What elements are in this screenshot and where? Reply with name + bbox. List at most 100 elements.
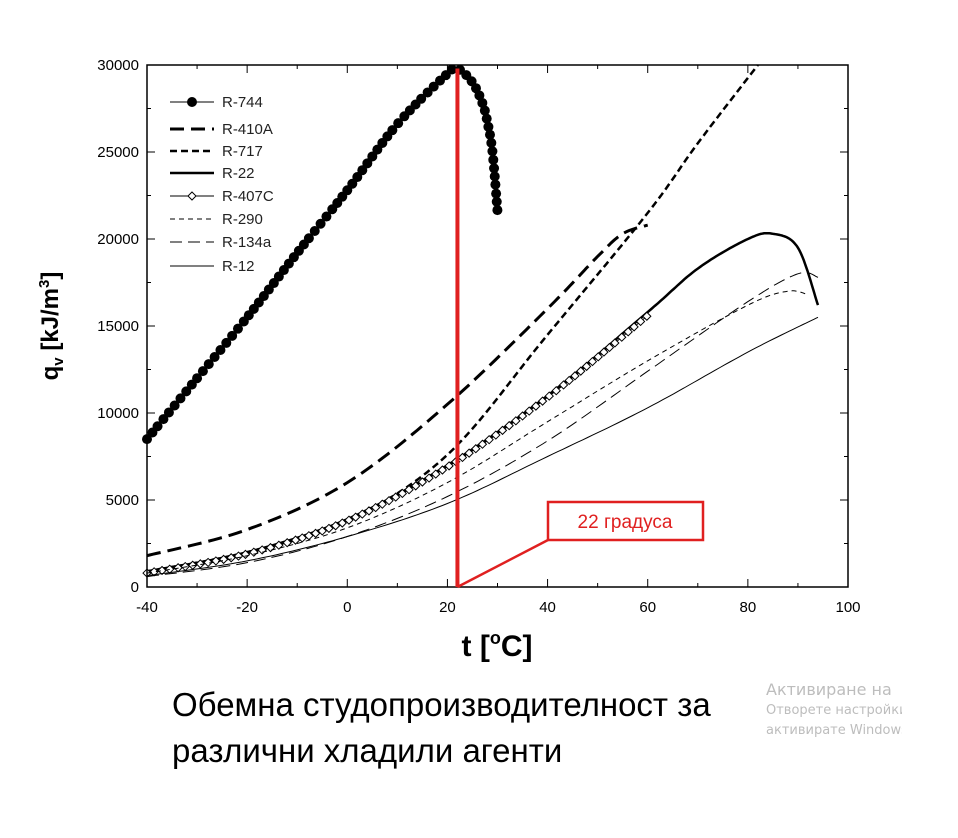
data-point xyxy=(218,554,229,565)
data-point xyxy=(504,420,514,431)
data-point xyxy=(490,179,501,190)
data-point xyxy=(357,165,368,176)
data-point xyxy=(377,499,388,509)
data-point xyxy=(599,347,609,357)
data-point xyxy=(197,366,208,377)
legend-item: R-717 xyxy=(170,143,263,160)
data-point xyxy=(315,218,326,229)
data-point xyxy=(564,375,574,386)
series-r-290 xyxy=(146,290,808,574)
data-point xyxy=(576,366,586,376)
data-point xyxy=(511,416,521,426)
data-point xyxy=(321,211,332,222)
data-point xyxy=(344,515,354,525)
legend-item: R-410A xyxy=(170,121,273,138)
data-point xyxy=(537,396,548,406)
data-point xyxy=(491,188,502,199)
data-point xyxy=(491,196,502,207)
data-point xyxy=(158,414,169,425)
y-tick-label: 10000 xyxy=(97,405,139,422)
data-point xyxy=(411,481,421,491)
plot-frame xyxy=(146,64,849,588)
legend-marker xyxy=(187,191,197,201)
data-point xyxy=(164,564,175,574)
y-tick-label: 5000 xyxy=(106,492,139,509)
annotation-label: 22 градуса xyxy=(578,512,673,533)
x-tick-label: 100 xyxy=(835,599,860,616)
legend-label: R-407C xyxy=(222,188,274,205)
data-point xyxy=(350,512,361,522)
data-point xyxy=(623,327,633,337)
data-point xyxy=(477,97,488,108)
data-point xyxy=(424,473,434,483)
data-point xyxy=(215,344,226,355)
series-line xyxy=(146,66,498,440)
data-point xyxy=(227,330,238,341)
data-point xyxy=(303,233,314,244)
watermark-line-3: активирате Windows xyxy=(766,723,902,738)
series-line xyxy=(146,272,819,578)
y-tick-label: 0 xyxy=(131,579,139,596)
series-line xyxy=(146,316,819,577)
data-point xyxy=(497,425,508,436)
data-point xyxy=(221,337,232,348)
y-tick-label: 30000 xyxy=(97,57,139,74)
data-point xyxy=(317,526,327,536)
data-point xyxy=(642,311,652,321)
legend-item: R-407C xyxy=(170,188,274,205)
data-point xyxy=(211,556,221,566)
y-axis-label: qv [kJ/m3] xyxy=(36,272,67,381)
data-point xyxy=(337,518,347,528)
data-point xyxy=(416,93,427,104)
data-point xyxy=(240,549,251,560)
legend-label: R-12 xyxy=(222,258,255,275)
series-line xyxy=(146,231,820,573)
legend-label: R-22 xyxy=(222,165,255,182)
x-tick-label: 40 xyxy=(539,599,556,616)
data-point xyxy=(203,557,213,568)
data-point xyxy=(491,430,501,440)
x-tick-label: 0 xyxy=(343,599,351,616)
data-point xyxy=(324,523,334,534)
series-r-717 xyxy=(146,64,759,573)
x-tick-label: 20 xyxy=(439,599,456,616)
data-point xyxy=(297,533,307,543)
data-point xyxy=(477,439,488,449)
data-point xyxy=(397,488,408,499)
data-point xyxy=(587,356,598,367)
legend-item: R-12 xyxy=(170,258,255,275)
data-point xyxy=(446,64,457,75)
data-point xyxy=(635,316,646,327)
data-point xyxy=(209,352,220,363)
data-point xyxy=(417,477,428,487)
annotation-pointer-line xyxy=(456,538,549,589)
data-point xyxy=(544,391,554,401)
data-point xyxy=(483,121,494,132)
caption-line-2: различни хладили агенти xyxy=(172,732,563,769)
data-point xyxy=(531,401,541,411)
data-point xyxy=(163,407,174,418)
data-point xyxy=(558,380,569,390)
legend-label: R-134a xyxy=(222,234,272,251)
data-point xyxy=(290,535,301,545)
data-point xyxy=(175,393,186,404)
data-point xyxy=(330,521,341,531)
data-point xyxy=(362,158,373,169)
data-point xyxy=(384,495,394,506)
data-point xyxy=(387,125,398,136)
legend-label: R-290 xyxy=(222,211,263,228)
data-point xyxy=(487,146,498,157)
data-point xyxy=(486,137,497,148)
data-point xyxy=(249,547,259,557)
legend-label: R-744 xyxy=(222,94,263,111)
data-point xyxy=(551,385,561,396)
series-r-407c xyxy=(142,311,652,578)
x-tick-label: 80 xyxy=(740,599,757,616)
data-point xyxy=(581,361,592,372)
y-tick-label: 15000 xyxy=(97,318,139,335)
data-point xyxy=(157,565,167,576)
data-point xyxy=(282,538,292,548)
data-point xyxy=(152,421,163,432)
data-point xyxy=(481,113,492,124)
